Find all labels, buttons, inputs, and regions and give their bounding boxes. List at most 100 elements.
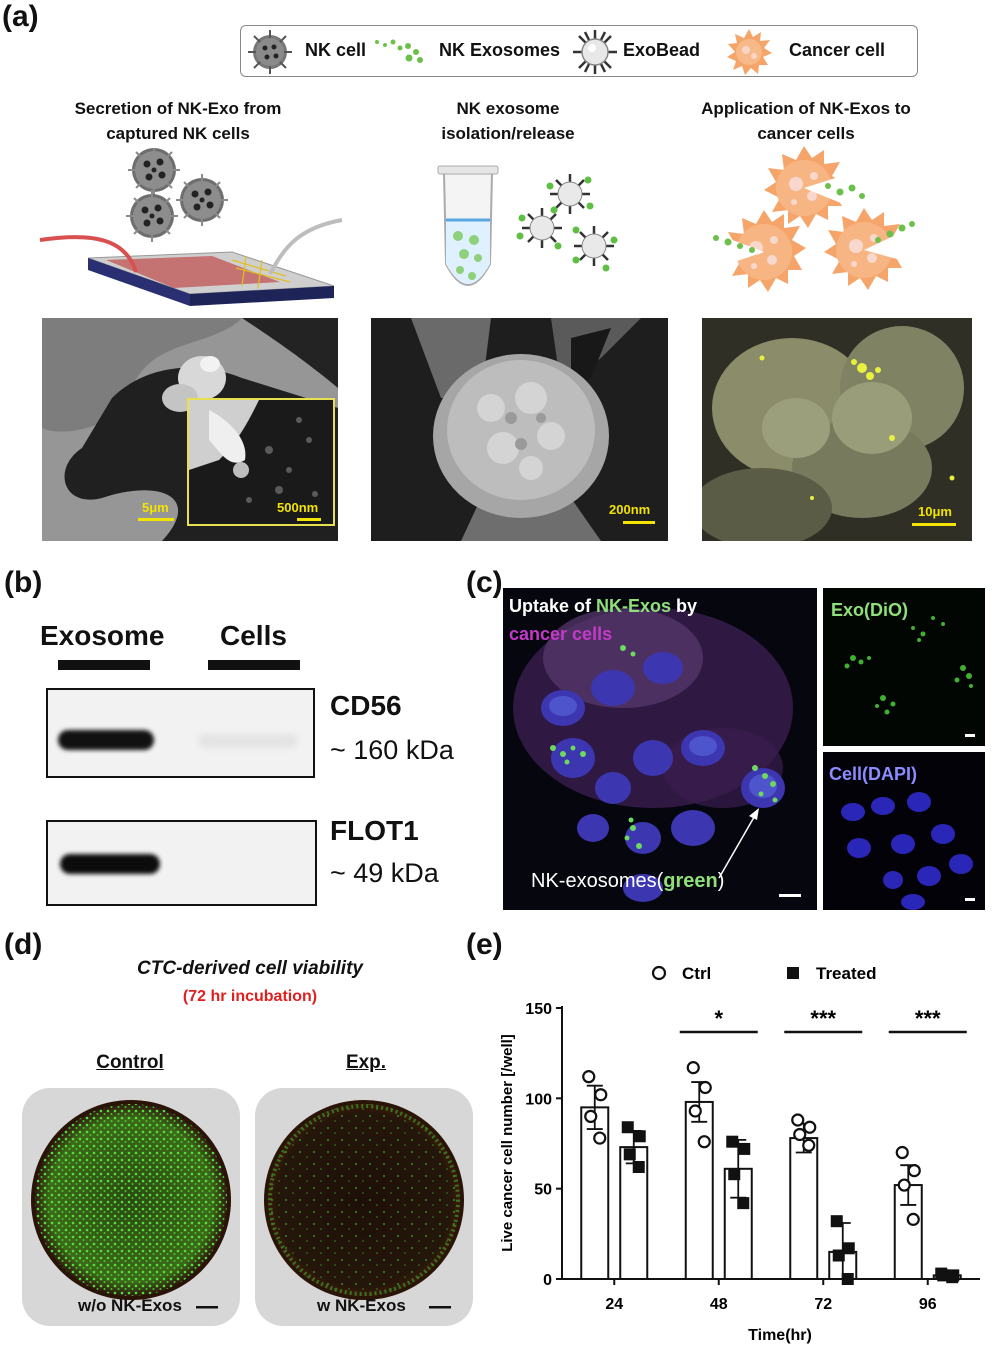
y-axis-label: Live cancer cell number [/well]	[499, 1034, 516, 1252]
nk-cell-icon	[248, 30, 292, 74]
panel-label-d: (d)	[4, 928, 43, 961]
data-point-ctrl	[907, 1164, 921, 1178]
arrow-annotation-part3: )	[717, 870, 725, 892]
step3-caption-line1: Application of NK-Exos to	[701, 99, 911, 118]
cancer-cell-icon	[727, 29, 772, 75]
data-point-ctrl	[584, 1109, 598, 1123]
scale-bar-confocal	[912, 523, 956, 526]
scale-label-sem2: 200nm	[609, 502, 651, 517]
data-point-treated	[728, 1168, 741, 1181]
band-name-cd56: CD56	[330, 690, 402, 721]
step1-caption-line1: Secretion of NK-Exo from	[74, 99, 282, 118]
panel-d-subtitle: (72 hr incubation)	[182, 988, 318, 1005]
band-kda-flot1: ~ 49 kDa	[330, 858, 439, 888]
scale-bar-inset	[297, 518, 321, 521]
bar-ctrl	[580, 1106, 610, 1280]
exobead-icon	[573, 30, 617, 74]
panel-label-e: (e)	[466, 928, 503, 961]
fluorescence-dapi-channel: Cell(DAPI)	[823, 752, 985, 910]
bar-ctrl	[789, 1137, 819, 1280]
band-cd56-cells	[198, 734, 298, 748]
legend-label-cancer-cell: Cancer cell	[789, 40, 886, 60]
sem-image-nk-cells: 500nm 5μm	[42, 318, 338, 541]
data-point-ctrl	[697, 1135, 711, 1149]
chart-legend: Ctrl Treated	[651, 964, 876, 983]
data-point-ctrl	[897, 1178, 911, 1192]
control-well-caption: w/o NK-Exos	[78, 1296, 182, 1315]
bar-chart: Ctrl Treated Live cancer cell number [/w…	[499, 964, 980, 1344]
data-point-treated	[621, 1121, 634, 1134]
y-tick-label: 0	[543, 1272, 552, 1289]
data-point-ctrl	[906, 1212, 920, 1226]
scale-label-confocal: 10μm	[918, 504, 952, 519]
merged-title-nk-exos: NK-Exos	[596, 596, 672, 616]
step2-caption-line2: isolation/release	[441, 124, 575, 143]
data-point-ctrl	[594, 1088, 608, 1102]
legend-label-nk-exosomes: NK Exosomes	[439, 40, 561, 60]
data-point-treated	[726, 1135, 739, 1148]
exp-header: Exp.	[345, 1052, 387, 1073]
panel-d-title: CTC-derived cell viability	[137, 958, 363, 979]
application-illustration	[713, 146, 915, 292]
step3-caption-line2: cancer cells	[757, 124, 855, 143]
sem-inset: 500nm	[187, 398, 335, 526]
data-point-ctrl	[698, 1080, 712, 1095]
data-point-ctrl	[802, 1138, 816, 1152]
data-point-ctrl	[582, 1070, 596, 1084]
data-point-treated	[633, 1130, 646, 1143]
chip-illustration	[39, 148, 343, 306]
data-point-ctrl	[803, 1120, 817, 1134]
scale-label-sem1: 5μm	[142, 500, 169, 515]
exo-channel-label: Exo(DiO)	[831, 600, 909, 620]
scale-label-inset: 500nm	[277, 500, 319, 515]
exp-well-caption: w NK-Exos	[317, 1296, 406, 1315]
data-point-treated	[830, 1215, 843, 1228]
lane-bar-cells	[208, 660, 300, 670]
data-point-treated	[841, 1273, 854, 1285]
legend-label-nk-cell: NK cell	[305, 40, 367, 60]
arrow-annotation-part1: NK-exosomes(	[531, 870, 664, 892]
data-point-treated	[832, 1249, 845, 1262]
y-tick-label: 150	[525, 1001, 552, 1018]
arrow-annotation: NK-exosomes(green)	[531, 870, 724, 893]
legend-label-ctrl: Ctrl	[682, 964, 711, 983]
blot-flot1	[46, 820, 317, 906]
nk-exosome-icon	[375, 39, 423, 63]
step2-caption-line1: NK exosome	[456, 99, 560, 118]
step2-caption: NK exosome isolation/release	[388, 96, 628, 146]
scale-bar-sem1	[138, 518, 174, 521]
step1-caption-line2: captured NK cells	[106, 124, 250, 143]
band-cd56-exosome	[58, 730, 154, 750]
panel-label-b: (b)	[4, 566, 43, 599]
confocal-image-cancer-cells: 10μm	[702, 318, 972, 541]
merged-image-title-line2: cancer cells	[509, 624, 613, 644]
step1-caption: Secretion of NK-Exo from captured NK cel…	[40, 96, 316, 146]
band-flot1-exosome	[60, 854, 160, 874]
data-point-ctrl	[593, 1131, 607, 1145]
figure-legend: NK cell NK Exosomes ExoBead Cancer cell	[240, 25, 918, 77]
y-tick-label: 100	[525, 1091, 552, 1108]
x-tick-label: 96	[919, 1296, 937, 1313]
dapi-channel-label: Cell(DAPI)	[829, 764, 918, 784]
merged-title-part3: by	[671, 596, 698, 616]
legend-marker-treated	[787, 967, 799, 979]
sem-image-exobead: 200nm	[371, 318, 668, 541]
data-point-ctrl	[791, 1113, 805, 1127]
fluorescence-exo-channel: Exo(DiO)	[823, 588, 985, 746]
panel-label-a: (a)	[2, 0, 39, 33]
significance-label: ***	[810, 1006, 836, 1031]
isolation-illustration	[437, 165, 618, 286]
x-tick-label: 72	[814, 1296, 832, 1313]
step3-caption: Application of NK-Exos to cancer cells	[676, 96, 936, 146]
blot-cd56	[46, 688, 315, 778]
x-tick-label: 24	[605, 1296, 623, 1313]
data-point-treated	[737, 1197, 750, 1210]
legend-marker-ctrl	[651, 965, 667, 981]
blot-header-cells: Cells	[220, 620, 287, 651]
significance-label: ***	[915, 1006, 941, 1031]
legend-label-treated: Treated	[816, 964, 876, 983]
x-axis-label: Time(hr)	[748, 1327, 812, 1344]
data-point-treated	[946, 1271, 959, 1284]
data-point-ctrl	[793, 1127, 807, 1142]
bar-ctrl	[684, 1100, 714, 1280]
